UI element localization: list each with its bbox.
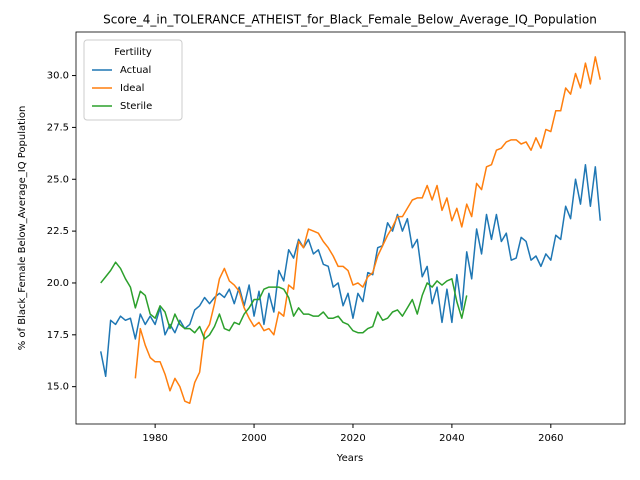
- line-series: [134, 56, 602, 405]
- y-tick-label: 22.5: [47, 226, 69, 237]
- x-tick-label: 2020: [340, 433, 365, 444]
- x-tick-label: 1980: [142, 433, 167, 444]
- x-tick-label: 2000: [241, 433, 266, 444]
- legend-label: Actual: [120, 65, 151, 76]
- y-tick-label: 27.5: [47, 122, 69, 133]
- y-tick-label: 15.0: [47, 382, 69, 393]
- chart-title: Score_4_in_TOLERANCE_ATHEIST_for_Black_F…: [103, 13, 597, 27]
- legend-label: Sterile: [120, 101, 152, 112]
- x-axis-label: Years: [336, 453, 363, 464]
- legend-box: [83, 39, 183, 121]
- y-axis-label: % of Black_Female Below_Average_IQ Popul…: [17, 106, 28, 351]
- legend: Fertility Actual Ideal Sterile: [83, 39, 183, 121]
- legend-label: Ideal: [120, 83, 144, 94]
- plot-frame: [75, 31, 626, 425]
- line-series: [100, 261, 468, 340]
- y-tick-label: 20.0: [47, 278, 69, 289]
- y-tick-label: 30.0: [47, 71, 69, 82]
- y-tick-label: 25.0: [47, 174, 69, 185]
- x-tick-label: 2040: [439, 433, 464, 444]
- x-tick-label: 2060: [538, 433, 563, 444]
- legend-title: Fertility: [114, 47, 152, 58]
- y-tick-label: 17.5: [47, 330, 69, 341]
